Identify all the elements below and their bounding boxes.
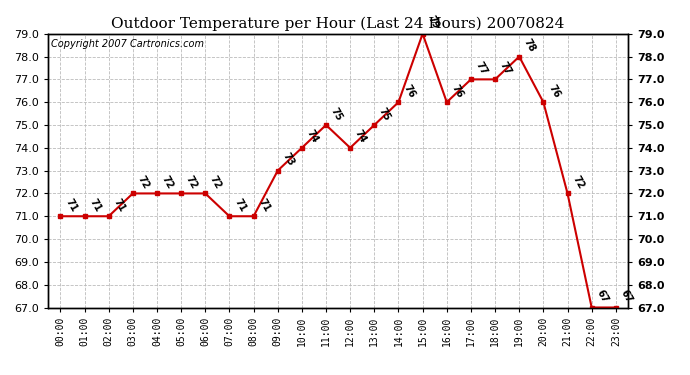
Text: Copyright 2007 Cartronics.com: Copyright 2007 Cartronics.com xyxy=(51,39,204,49)
Text: 76: 76 xyxy=(402,83,417,99)
Text: 71: 71 xyxy=(257,197,272,213)
Text: 71: 71 xyxy=(88,197,103,213)
Text: 72: 72 xyxy=(184,174,199,190)
Text: 75: 75 xyxy=(377,105,393,122)
Text: 67: 67 xyxy=(595,288,610,305)
Text: 76: 76 xyxy=(450,83,465,99)
Text: 72: 72 xyxy=(160,174,175,190)
Text: 73: 73 xyxy=(281,151,296,168)
Text: 72: 72 xyxy=(136,174,151,190)
Text: 77: 77 xyxy=(474,60,489,76)
Text: 78: 78 xyxy=(522,37,538,54)
Text: 72: 72 xyxy=(208,174,224,190)
Text: 77: 77 xyxy=(498,60,513,76)
Text: 71: 71 xyxy=(63,197,79,213)
Text: 67: 67 xyxy=(619,288,634,305)
Text: 71: 71 xyxy=(233,197,248,213)
Title: Outdoor Temperature per Hour (Last 24 Hours) 20070824: Outdoor Temperature per Hour (Last 24 Ho… xyxy=(111,17,565,31)
Text: 74: 74 xyxy=(305,128,320,145)
Text: 76: 76 xyxy=(546,83,562,99)
Text: 72: 72 xyxy=(571,174,586,190)
Text: 75: 75 xyxy=(329,105,344,122)
Text: 71: 71 xyxy=(112,197,127,213)
Text: 74: 74 xyxy=(353,128,368,145)
Text: 79: 79 xyxy=(426,14,441,31)
